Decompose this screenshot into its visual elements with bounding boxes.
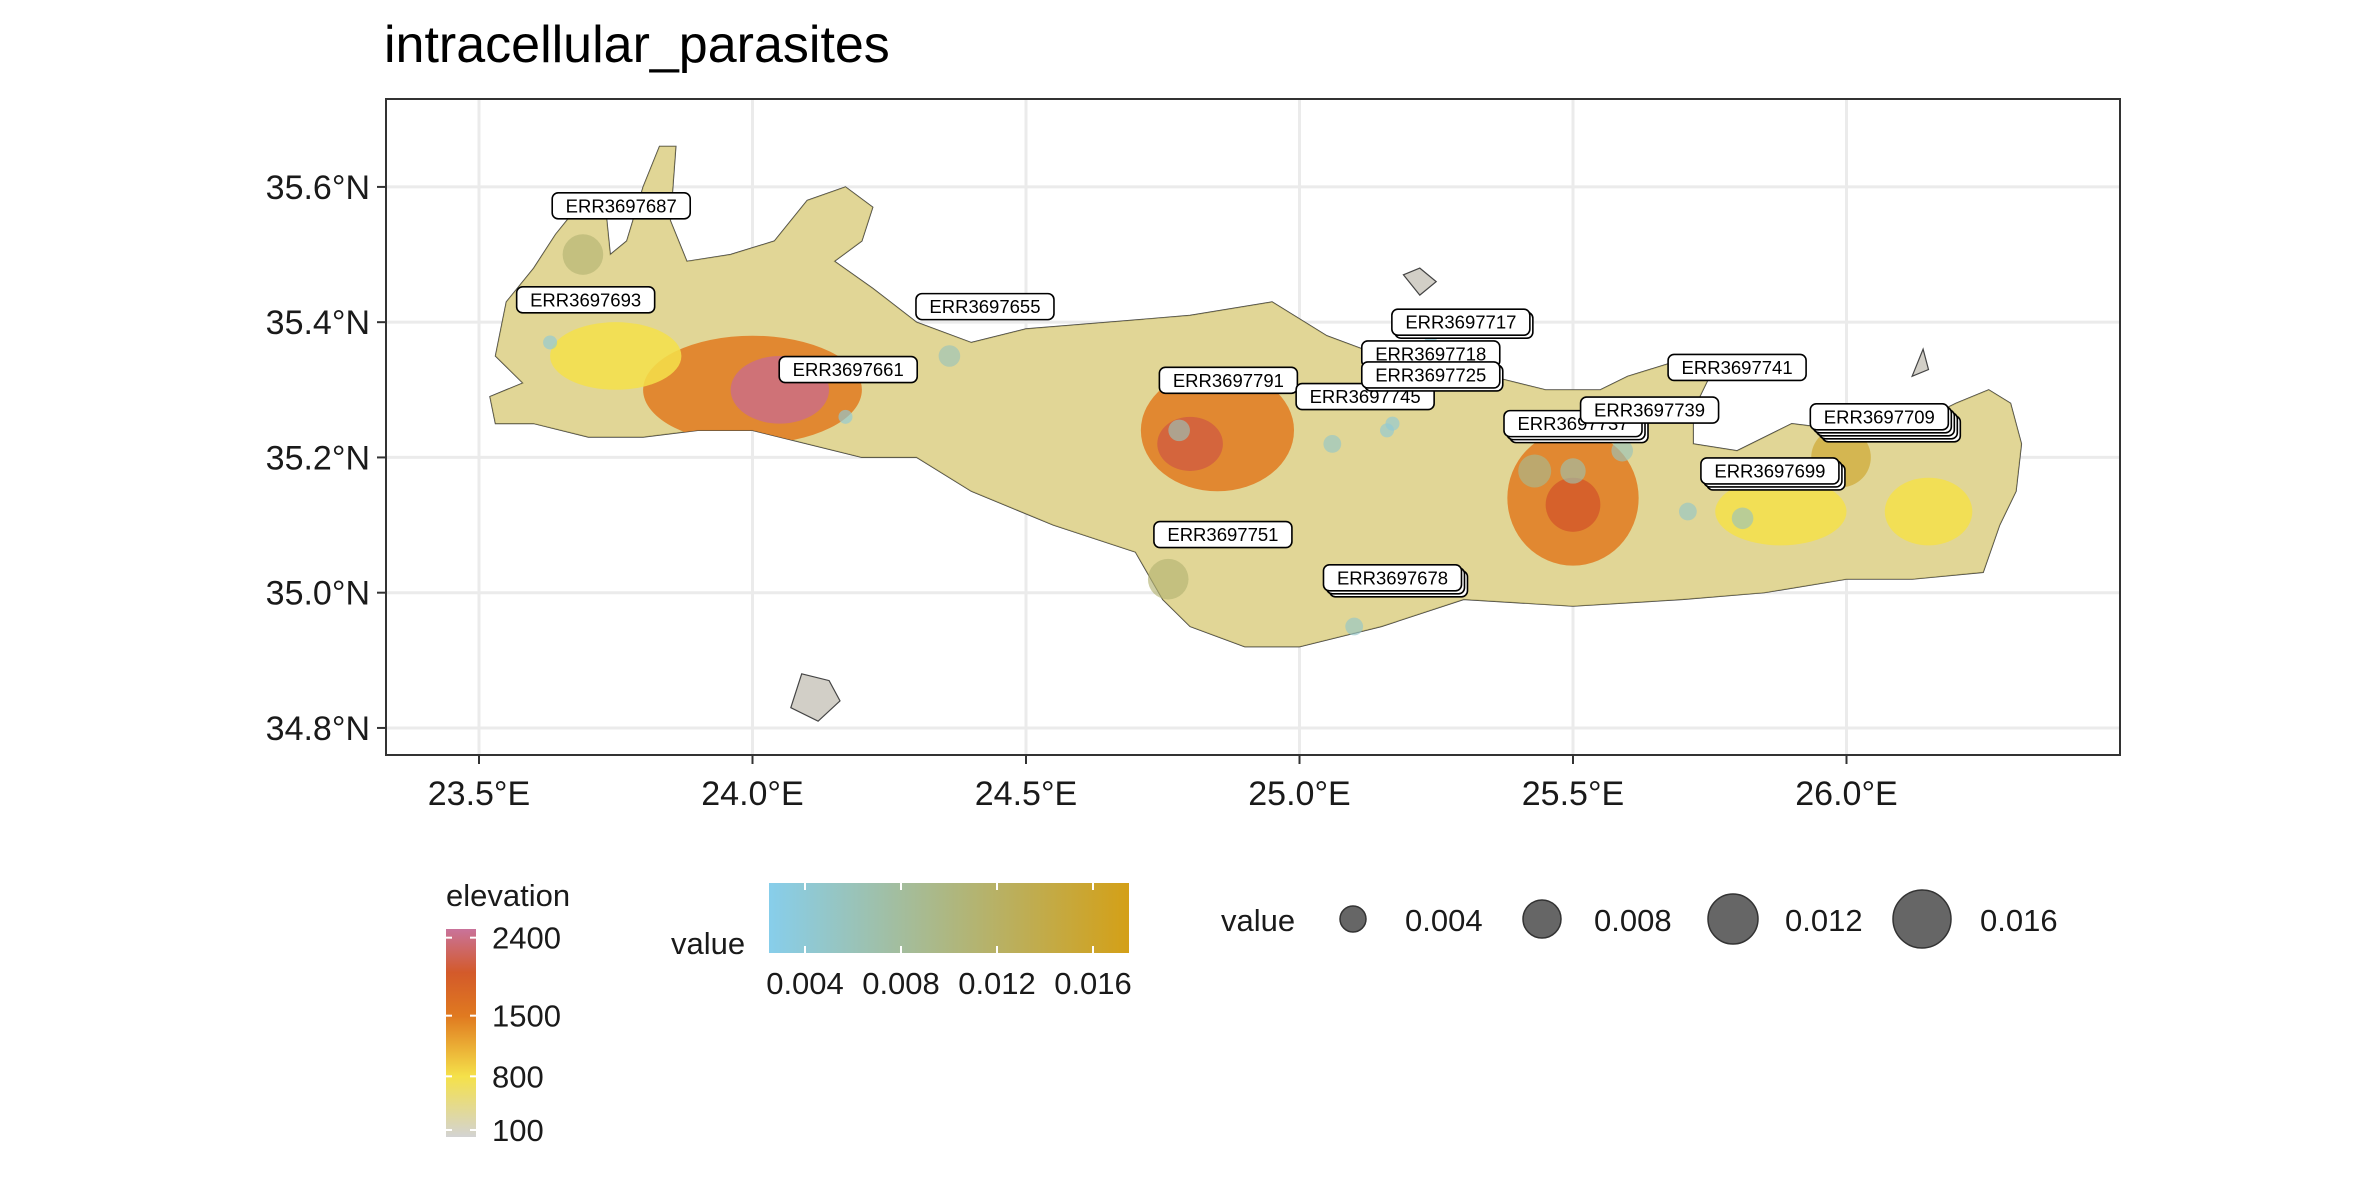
elevation-patch xyxy=(1885,478,1973,546)
x-tick-label: 25.0°E xyxy=(1248,775,1350,813)
sample-label: ERR3697717 xyxy=(1405,312,1516,333)
sample-point xyxy=(1345,618,1363,636)
y-tick-label: 35.4°N xyxy=(266,304,370,342)
plot-title: intracellular_parasites xyxy=(384,16,890,74)
legend-size-title: value xyxy=(1221,903,1295,938)
size-legend-label: 0.004 xyxy=(1405,903,1483,938)
y-tick-label: 35.0°N xyxy=(266,575,370,613)
sample-label: ERR3697709 xyxy=(1824,406,1935,427)
y-axis: 34.8°N 35.0°N 35.2°N 35.4°N 35.6°N xyxy=(266,169,386,748)
elevation-break-label: 800 xyxy=(492,1059,544,1094)
elevation-patch xyxy=(1157,417,1223,471)
size-legend-circle xyxy=(1340,906,1366,932)
legend-color: value 0.004 0.008 0.012 0.016 xyxy=(671,883,1132,1001)
x-axis: 23.5°E 24.0°E 24.5°E 25.0°E 25.5°E 26.0°E xyxy=(428,755,1898,813)
sample-point xyxy=(939,345,961,367)
map-panel: ERR3697687 ERR3697693 ERR3697655 ERR3697661… xyxy=(386,99,2120,755)
value-colorbar xyxy=(769,883,1129,953)
sample-label: ERR3697661 xyxy=(793,359,904,380)
x-tick-label: 25.5°E xyxy=(1522,775,1624,813)
x-tick-label: 26.0°E xyxy=(1795,775,1897,813)
size-legend-circle xyxy=(1708,894,1758,944)
sample-point xyxy=(1148,559,1189,600)
elevation-patch xyxy=(550,322,681,390)
y-tick-label: 34.8°N xyxy=(266,710,370,748)
size-legend-label: 0.008 xyxy=(1594,903,1672,938)
legend-elevation: elevation 2400 1500 800 100 xyxy=(446,878,570,1148)
size-legend-label: 0.016 xyxy=(1980,903,2058,938)
value-colorbar-label: 0.012 xyxy=(958,966,1036,1001)
y-tick-label: 35.2°N xyxy=(266,439,370,477)
size-legend-circle xyxy=(1523,900,1561,938)
sample-label: ERR3697678 xyxy=(1337,567,1448,588)
sample-point xyxy=(838,410,852,424)
sample-point xyxy=(1518,454,1551,487)
elevation-patch xyxy=(1546,478,1601,532)
legend-color-title: value xyxy=(671,926,745,961)
sample-label: ERR3697693 xyxy=(530,289,641,310)
value-colorbar-label: 0.004 xyxy=(766,966,844,1001)
value-colorbar-label: 0.016 xyxy=(1054,966,1132,1001)
x-tick-label: 24.5°E xyxy=(975,775,1077,813)
sample-point xyxy=(1380,423,1394,437)
sample-point xyxy=(1323,435,1341,453)
value-colorbar-label: 0.008 xyxy=(862,966,940,1001)
sample-label: ERR3697725 xyxy=(1375,364,1486,385)
sample-label: ERR3697699 xyxy=(1714,460,1825,481)
size-legend-circle xyxy=(1893,890,1951,948)
legend-size: value 0.004 0.008 0.012 0.016 xyxy=(1221,890,2058,948)
sample-label: ERR3697687 xyxy=(566,195,677,216)
sample-label: ERR3697655 xyxy=(929,296,1040,317)
sample-point xyxy=(563,234,604,275)
elevation-break-label: 2400 xyxy=(492,921,561,956)
size-legend-label: 0.012 xyxy=(1785,903,1863,938)
x-tick-label: 23.5°E xyxy=(428,775,530,813)
y-tick-label: 35.6°N xyxy=(266,169,370,207)
legend-elevation-title: elevation xyxy=(446,878,570,913)
sample-point xyxy=(1560,458,1585,483)
x-tick-label: 24.0°E xyxy=(701,775,803,813)
sample-point xyxy=(1168,420,1190,442)
sample-point xyxy=(543,335,557,349)
sample-point xyxy=(1679,503,1697,521)
elevation-break-label: 1500 xyxy=(492,999,561,1034)
elevation-colorbar xyxy=(446,929,476,1137)
sample-label: ERR3697741 xyxy=(1682,357,1793,378)
sample-point xyxy=(1732,507,1754,529)
sample-label: ERR3697751 xyxy=(1167,524,1278,545)
sample-label: ERR3697739 xyxy=(1594,400,1705,421)
elevation-break-label: 100 xyxy=(492,1113,544,1148)
sample-label: ERR3697791 xyxy=(1173,370,1284,391)
